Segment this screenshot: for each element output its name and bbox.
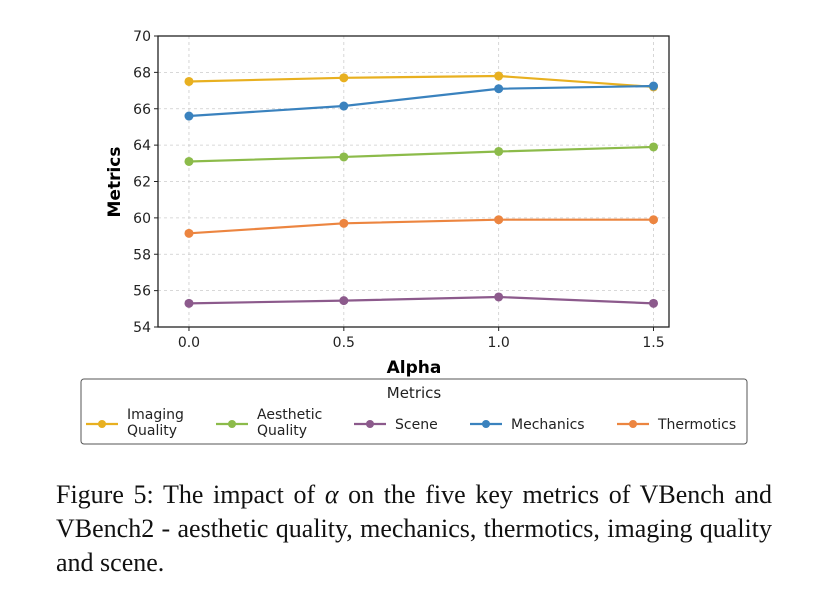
- legend-label: Imaging: [127, 407, 184, 423]
- data-point-scene: [649, 298, 659, 308]
- series-aesthetic-quality: [184, 142, 659, 166]
- data-point-thermotics: [494, 215, 504, 225]
- x-tick-label: 0.0: [178, 335, 200, 351]
- data-point-imaging-quality: [339, 73, 349, 83]
- legend-box: [80, 378, 748, 445]
- series-mechanics: [184, 81, 659, 121]
- data-point-mechanics: [184, 111, 194, 121]
- legend-item-thermotics: Thermotics: [617, 417, 736, 433]
- alpha-symbol: α: [324, 480, 339, 509]
- legend-label: Scene: [395, 417, 438, 433]
- legend-label: Quality: [257, 423, 307, 439]
- y-tick-label: 66: [133, 102, 151, 118]
- data-point-aesthetic-quality: [649, 142, 659, 152]
- y-tick-label: 68: [133, 65, 151, 81]
- data-point-mechanics: [494, 84, 504, 94]
- legend-label: Thermotics: [657, 417, 736, 433]
- data-point-aesthetic-quality: [184, 156, 194, 166]
- y-tick-label: 70: [133, 29, 151, 45]
- legend-label: Aesthetic: [257, 407, 322, 423]
- legend-title: Metrics: [387, 384, 442, 402]
- data-point-mechanics: [649, 81, 659, 91]
- legend-marker-thermotics: [629, 420, 637, 428]
- series-group: [184, 71, 659, 308]
- series-line-mechanics: [188, 84, 654, 118]
- legend-label: Quality: [127, 423, 177, 439]
- data-point-scene: [339, 296, 349, 306]
- x-tick-label: 1.0: [488, 335, 510, 351]
- series-line-imaging-quality: [188, 74, 654, 89]
- legend-item-scene: Scene: [354, 417, 438, 433]
- y-axis: 54 56 58 60 62 64 66 68 70: [133, 29, 158, 336]
- legend-label: Mechanics: [511, 417, 585, 433]
- legend-marker-mechanics: [482, 420, 490, 428]
- series-line-scene: [188, 295, 654, 305]
- y-axis-title: Metrics: [105, 147, 125, 218]
- y-tick-label: 62: [133, 175, 151, 191]
- series-line-aesthetic-quality: [188, 145, 654, 163]
- y-tick-label: 58: [133, 247, 151, 263]
- caption-suffix: on the five key metrics of VBench and VB…: [56, 480, 772, 577]
- data-point-imaging-quality: [494, 71, 504, 81]
- data-point-aesthetic-quality: [339, 152, 349, 162]
- legend-marker-scene: [366, 420, 374, 428]
- legend-item-mechanics: Mechanics: [470, 417, 585, 433]
- y-tick-label: 60: [133, 211, 151, 227]
- y-tick-label: 56: [133, 284, 151, 300]
- y-tick-label: 54: [133, 320, 151, 336]
- series-thermotics: [184, 215, 659, 238]
- data-point-thermotics: [184, 228, 194, 238]
- series-line-thermotics: [188, 218, 654, 235]
- data-point-thermotics: [339, 218, 349, 228]
- legend-marker-aesthetic-quality: [228, 420, 236, 428]
- data-point-imaging-quality: [184, 76, 194, 86]
- x-tick-label: 1.5: [642, 335, 664, 351]
- x-tick-label: 0.5: [333, 335, 355, 351]
- series-scene: [184, 292, 659, 308]
- data-point-mechanics: [339, 101, 349, 111]
- caption-prefix: Figure 5: The impact of: [56, 480, 325, 509]
- data-point-aesthetic-quality: [494, 146, 504, 156]
- x-axis: 0.0 0.5 1.0 1.5: [178, 327, 665, 351]
- series-imaging-quality: [184, 71, 659, 92]
- legend-marker-imaging-quality: [98, 420, 106, 428]
- data-point-scene: [494, 292, 504, 302]
- data-point-thermotics: [649, 215, 659, 225]
- x-axis-title: Alpha: [387, 358, 442, 378]
- data-point-scene: [184, 298, 194, 308]
- y-tick-label: 64: [133, 138, 151, 154]
- figure-caption: Figure 5: The impact of α on the five ke…: [56, 478, 772, 580]
